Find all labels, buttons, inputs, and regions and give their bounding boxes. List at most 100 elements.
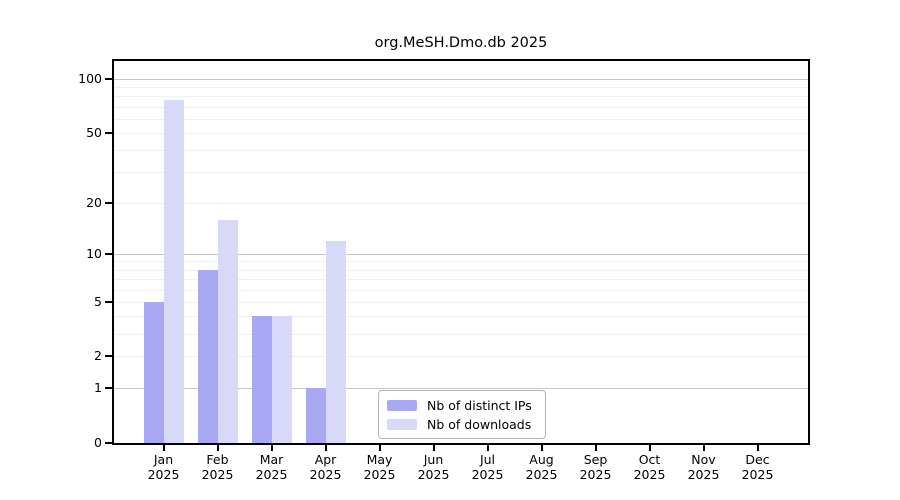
gridline-minor [114, 118, 808, 120]
gridline-minor [114, 172, 808, 174]
bar-distinct-ips-jan [144, 302, 164, 443]
gridline-minor [114, 269, 808, 271]
x-tick-label-line: Jan [153, 452, 174, 467]
x-tick-label-line: Nov [691, 452, 716, 467]
y-tick-mark [105, 387, 112, 390]
x-tick-mark [324, 445, 327, 451]
x-tick-mark [702, 445, 705, 451]
gridline-minor [114, 106, 808, 108]
x-tick-label-feb: Feb 2025 [190, 452, 246, 482]
x-tick-mark [378, 445, 381, 451]
x-tick-label-line: May [366, 452, 393, 467]
y-tick-mark [105, 201, 112, 204]
x-tick-label-line: 2025 [309, 467, 342, 482]
x-tick-label-line: Jul [479, 452, 496, 467]
x-tick-label-line: Aug [529, 452, 554, 467]
y-tick-label: 5 [94, 293, 102, 309]
x-tick-mark [162, 445, 165, 451]
y-tick-label: 0 [94, 435, 102, 450]
bar-downloads-feb [218, 220, 238, 443]
gridline-minor [114, 150, 808, 152]
x-tick-mark [216, 445, 219, 451]
y-tick-mark [105, 442, 112, 444]
x-tick-label-line: 2025 [633, 467, 666, 482]
legend-swatch-downloads [387, 418, 417, 430]
bar-downloads-apr [326, 241, 346, 443]
gridline-minor [114, 202, 808, 204]
y-tick-label: 2 [94, 348, 102, 364]
x-tick-label-line: 2025 [147, 467, 180, 482]
x-tick-mark [486, 445, 489, 451]
x-tick-label-line: 2025 [741, 467, 774, 482]
y-tick-mark [105, 355, 112, 358]
x-tick-label-may: May 2025 [352, 452, 408, 482]
x-tick-label-oct: Oct 2025 [622, 452, 678, 482]
bar-downloads-jan [164, 100, 184, 443]
gridline-minor [114, 316, 808, 318]
x-tick-label-line: Apr [314, 452, 337, 467]
y-tick-mark [105, 78, 112, 80]
y-tick-label: 1 [94, 380, 102, 396]
x-tick-label-line: 2025 [417, 467, 450, 482]
x-tick-label-sep: Sep 2025 [568, 452, 624, 482]
bar-distinct-ips-mar [252, 316, 272, 443]
x-tick-label-line: Sep [583, 452, 608, 467]
chart-title: org.MeSH.Dmo.db 2025 [374, 35, 548, 51]
y-tick-label: 100 [78, 71, 102, 86]
y-tick-label: 50 [86, 124, 102, 140]
x-tick-mark [594, 445, 597, 451]
x-tick-label-jan: Jan 2025 [136, 452, 192, 482]
gridline-major [114, 253, 808, 255]
bar-distinct-ips-feb [198, 270, 218, 443]
bar-distinct-ips-apr [306, 388, 326, 443]
x-tick-label-line: 2025 [201, 467, 234, 482]
x-tick-label-aug: Aug 2025 [514, 452, 570, 482]
gridline-minor [114, 289, 808, 291]
x-tick-label-line: 2025 [579, 467, 612, 482]
x-tick-label-dec: Dec 2025 [730, 452, 786, 482]
x-tick-label-line: Jun [423, 452, 444, 467]
gridline-minor [114, 333, 808, 335]
x-tick-mark [648, 445, 651, 451]
gridline-minor [114, 356, 808, 358]
x-tick-label-line: Mar [259, 452, 284, 467]
gridline-major [114, 388, 808, 390]
y-tick-label: 20 [86, 194, 102, 210]
bar-downloads-mar [272, 316, 292, 443]
x-tick-label-line: 2025 [363, 467, 396, 482]
legend: Nb of distinct IPs Nb of downloads [378, 390, 546, 439]
gridline-minor [114, 301, 808, 303]
y-tick-mark [105, 131, 112, 134]
x-tick-label-nov: Nov 2025 [676, 452, 732, 482]
gridline-major [114, 79, 808, 80]
x-tick-mark [756, 445, 759, 451]
y-tick-label: 10 [86, 245, 102, 261]
gridline-minor [114, 261, 808, 263]
gridline-minor [114, 132, 808, 134]
x-tick-label-line: 2025 [525, 467, 558, 482]
x-tick-mark [432, 445, 435, 451]
legend-swatch-distinct-ips [387, 399, 417, 411]
y-tick-mark [105, 300, 112, 303]
gridline-minor [114, 96, 808, 98]
x-tick-label-line: Oct [638, 452, 661, 467]
legend-label-downloads: Nb of downloads [427, 416, 532, 432]
x-tick-label-line: 2025 [471, 467, 504, 482]
x-tick-mark [540, 445, 543, 451]
plot-inner [114, 61, 808, 443]
x-tick-label-jun: Jun 2025 [406, 452, 462, 482]
x-tick-label-mar: Mar 2025 [244, 452, 300, 482]
x-tick-label-line: 2025 [255, 467, 288, 482]
y-tick-mark [105, 252, 112, 255]
x-tick-label-line: Feb [206, 452, 229, 467]
x-tick-mark [270, 445, 273, 451]
x-tick-label-line: 2025 [687, 467, 720, 482]
x-tick-label-apr: Apr 2025 [298, 452, 354, 482]
x-tick-label-line: Dec [745, 452, 770, 467]
gridline-minor [114, 278, 808, 280]
x-tick-label-jul: Jul 2025 [460, 452, 516, 482]
legend-row: Nb of downloads [387, 417, 545, 432]
legend-label-distinct-ips: Nb of distinct IPs [427, 397, 532, 413]
legend-row: Nb of distinct IPs [387, 398, 545, 413]
